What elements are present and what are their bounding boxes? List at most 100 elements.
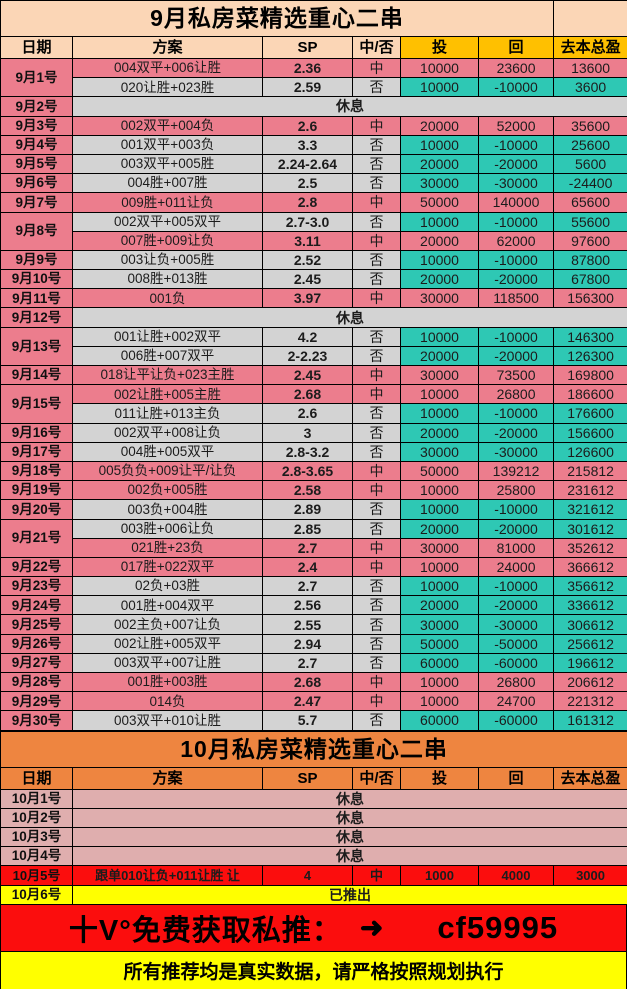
date-cell: 9月27号 <box>0 652 73 674</box>
hit-miss-cell: 中 <box>352 384 401 405</box>
hit-miss-cell: 中 <box>352 192 401 213</box>
plan-cell: 003双平+007让胜 <box>72 652 263 674</box>
table-row: 9月12号 休息 <box>0 307 627 328</box>
date-cell: 9月3号 <box>0 115 73 136</box>
hit-miss-cell: 否 <box>352 633 401 654</box>
september-title-row: 9月私房菜精选重心二串 <box>0 0 627 37</box>
table-row: 9月18号 005负负+009让平/让负 2.8-3.65 中 50000 139212 2… <box>0 460 627 482</box>
hit-miss-cell: 中 <box>352 57 401 79</box>
return-cell: 26800 <box>477 384 555 405</box>
hit-miss-cell: 否 <box>352 710 401 731</box>
invest-cell: 20000 <box>400 345 479 367</box>
disclaimer-text: 所有推荐均是真实数据，请严格按照规划执行 <box>123 962 504 984</box>
status-cell: 已推出 <box>71 884 627 905</box>
invest-cell: 20000 <box>400 269 479 290</box>
date-cell: 9月22号 <box>0 556 73 578</box>
return-cell: 23600 <box>477 57 555 79</box>
return-cell: 52000 <box>477 115 555 136</box>
date-cell: 9月26号 <box>0 633 73 654</box>
date-cell: 9月24号 <box>0 595 73 616</box>
date-cell: 10月2号 <box>0 807 73 828</box>
date-cell: 9月12号 <box>0 307 73 328</box>
return-cell: 62000 <box>477 230 555 251</box>
return-cell: -60000 <box>477 710 555 731</box>
column-header-6: 去本总盈 <box>553 36 627 59</box>
plan-cell: 跟单010让负+011让胜 让 <box>72 865 263 886</box>
status-cell: 休息 <box>71 807 627 828</box>
hit-miss-cell: 否 <box>352 422 401 443</box>
sp-cell: 2.56 <box>262 595 353 616</box>
status-cell: 休息 <box>71 96 627 117</box>
table-row: 9月3号 002双平+004负 2.6 中 20000 52000 35600 <box>0 115 627 136</box>
return-cell: 140000 <box>477 192 555 213</box>
sp-cell: 3.97 <box>262 288 353 309</box>
profit-cell: 256612 <box>553 633 627 654</box>
sp-cell: 2.45 <box>262 269 353 290</box>
column-header-3: 中/否 <box>352 36 401 59</box>
hit-miss-cell: 否 <box>352 345 401 367</box>
table-row: 9月24号 001胜+004双平 2.56 否 20000 -20000 336612 <box>0 595 627 616</box>
return-cell: 25800 <box>477 480 555 501</box>
profit-cell: 215812 <box>553 460 627 482</box>
column-header-0: 日期 <box>0 36 73 59</box>
date-cell: 9月19号 <box>0 480 73 501</box>
hit-miss-cell: 否 <box>352 211 401 232</box>
september-title: 9月私房菜精选重心二串 <box>0 0 555 37</box>
return-cell: 81000 <box>477 537 555 558</box>
invest-cell: 10000 <box>400 77 479 98</box>
plan-cell: 003让负+005胜 <box>72 249 263 271</box>
column-header-6: 去本总盈 <box>552 766 627 790</box>
sp-cell: 2.94 <box>262 633 353 654</box>
profit-cell: 13600 <box>553 57 627 79</box>
status-cell: 休息 <box>71 846 627 867</box>
profit-cell: 231612 <box>553 480 627 501</box>
invest-cell: 30000 <box>400 173 479 194</box>
table-row: 9月17号 004胜+005双平 2.8-3.2 否 30000 -30000 126600 <box>0 441 627 462</box>
hit-miss-cell: 中 <box>352 230 401 251</box>
invest-cell: 50000 <box>400 192 479 213</box>
october-header-row: 日期 方案 SP 中/否投回去本总盈 <box>0 766 627 790</box>
plan-cell: 007胜+009让负 <box>72 230 263 251</box>
plan-cell: 003双平+010让胜 <box>72 710 263 731</box>
column-header-4: 投 <box>400 36 479 59</box>
plan-cell: 001胜+003胜 <box>72 671 263 693</box>
table-row: 007胜+009让负 3.11 中 20000 62000 97600 <box>1 230 627 251</box>
table-row: 10月6号 已推出 <box>0 884 627 905</box>
sp-cell: 2.7 <box>262 652 353 674</box>
invest-cell: 30000 <box>400 441 479 462</box>
profit-cell: 186600 <box>553 384 627 405</box>
sp-cell: 4 <box>262 865 353 886</box>
hit-miss-cell: 否 <box>352 403 401 424</box>
invest-cell: 10000 <box>400 403 479 424</box>
hit-miss-cell: 中 <box>352 288 401 309</box>
invest-cell: 10000 <box>400 499 479 520</box>
invest-cell: 20000 <box>400 230 479 251</box>
sp-cell: 2.8-3.65 <box>262 460 353 482</box>
profit-cell: 156300 <box>553 288 627 309</box>
invest-cell: 30000 <box>400 537 479 558</box>
return-cell: 73500 <box>477 364 555 386</box>
table-row: 9月13号 001让胜+002双平 4.2 否 10000 -10000 146300 <box>0 326 627 367</box>
table-row: 9月16号 002双平+008让负 3 否 20000 -20000 156600 <box>0 422 627 443</box>
sp-cell: 2.7 <box>262 537 353 558</box>
table-row: 011让胜+013主负 2.6 否 10000 -10000 176600 <box>1 403 627 424</box>
october-title-row: 10月私房菜精选重心二串 <box>0 730 627 768</box>
invest-cell: 10000 <box>400 134 479 155</box>
date-cell: 9月23号 <box>0 576 73 597</box>
return-cell: -10000 <box>477 326 555 347</box>
hit-miss-cell: 否 <box>352 134 401 155</box>
column-header-2: SP <box>262 766 353 790</box>
profit-cell: 65600 <box>553 192 627 213</box>
column-header-5: 回 <box>477 36 555 59</box>
date-cell: 9月7号 <box>0 192 73 213</box>
sp-cell: 4.2 <box>262 326 353 347</box>
date-cell: 9月14号 <box>0 364 73 386</box>
table-row: 9月1号 004双平+006让胜 2.36 中 10000 23600 13600 <box>0 57 627 98</box>
date-cell: 10月5号 <box>0 865 73 886</box>
hit-miss-cell: 否 <box>352 499 401 520</box>
sp-cell: 2.85 <box>262 518 353 539</box>
profit-cell: 126600 <box>553 441 627 462</box>
invest-cell: 30000 <box>400 614 479 635</box>
plan-cell: 001让胜+002双平 <box>72 326 263 347</box>
table-row: 10月2号 休息 <box>0 807 627 828</box>
